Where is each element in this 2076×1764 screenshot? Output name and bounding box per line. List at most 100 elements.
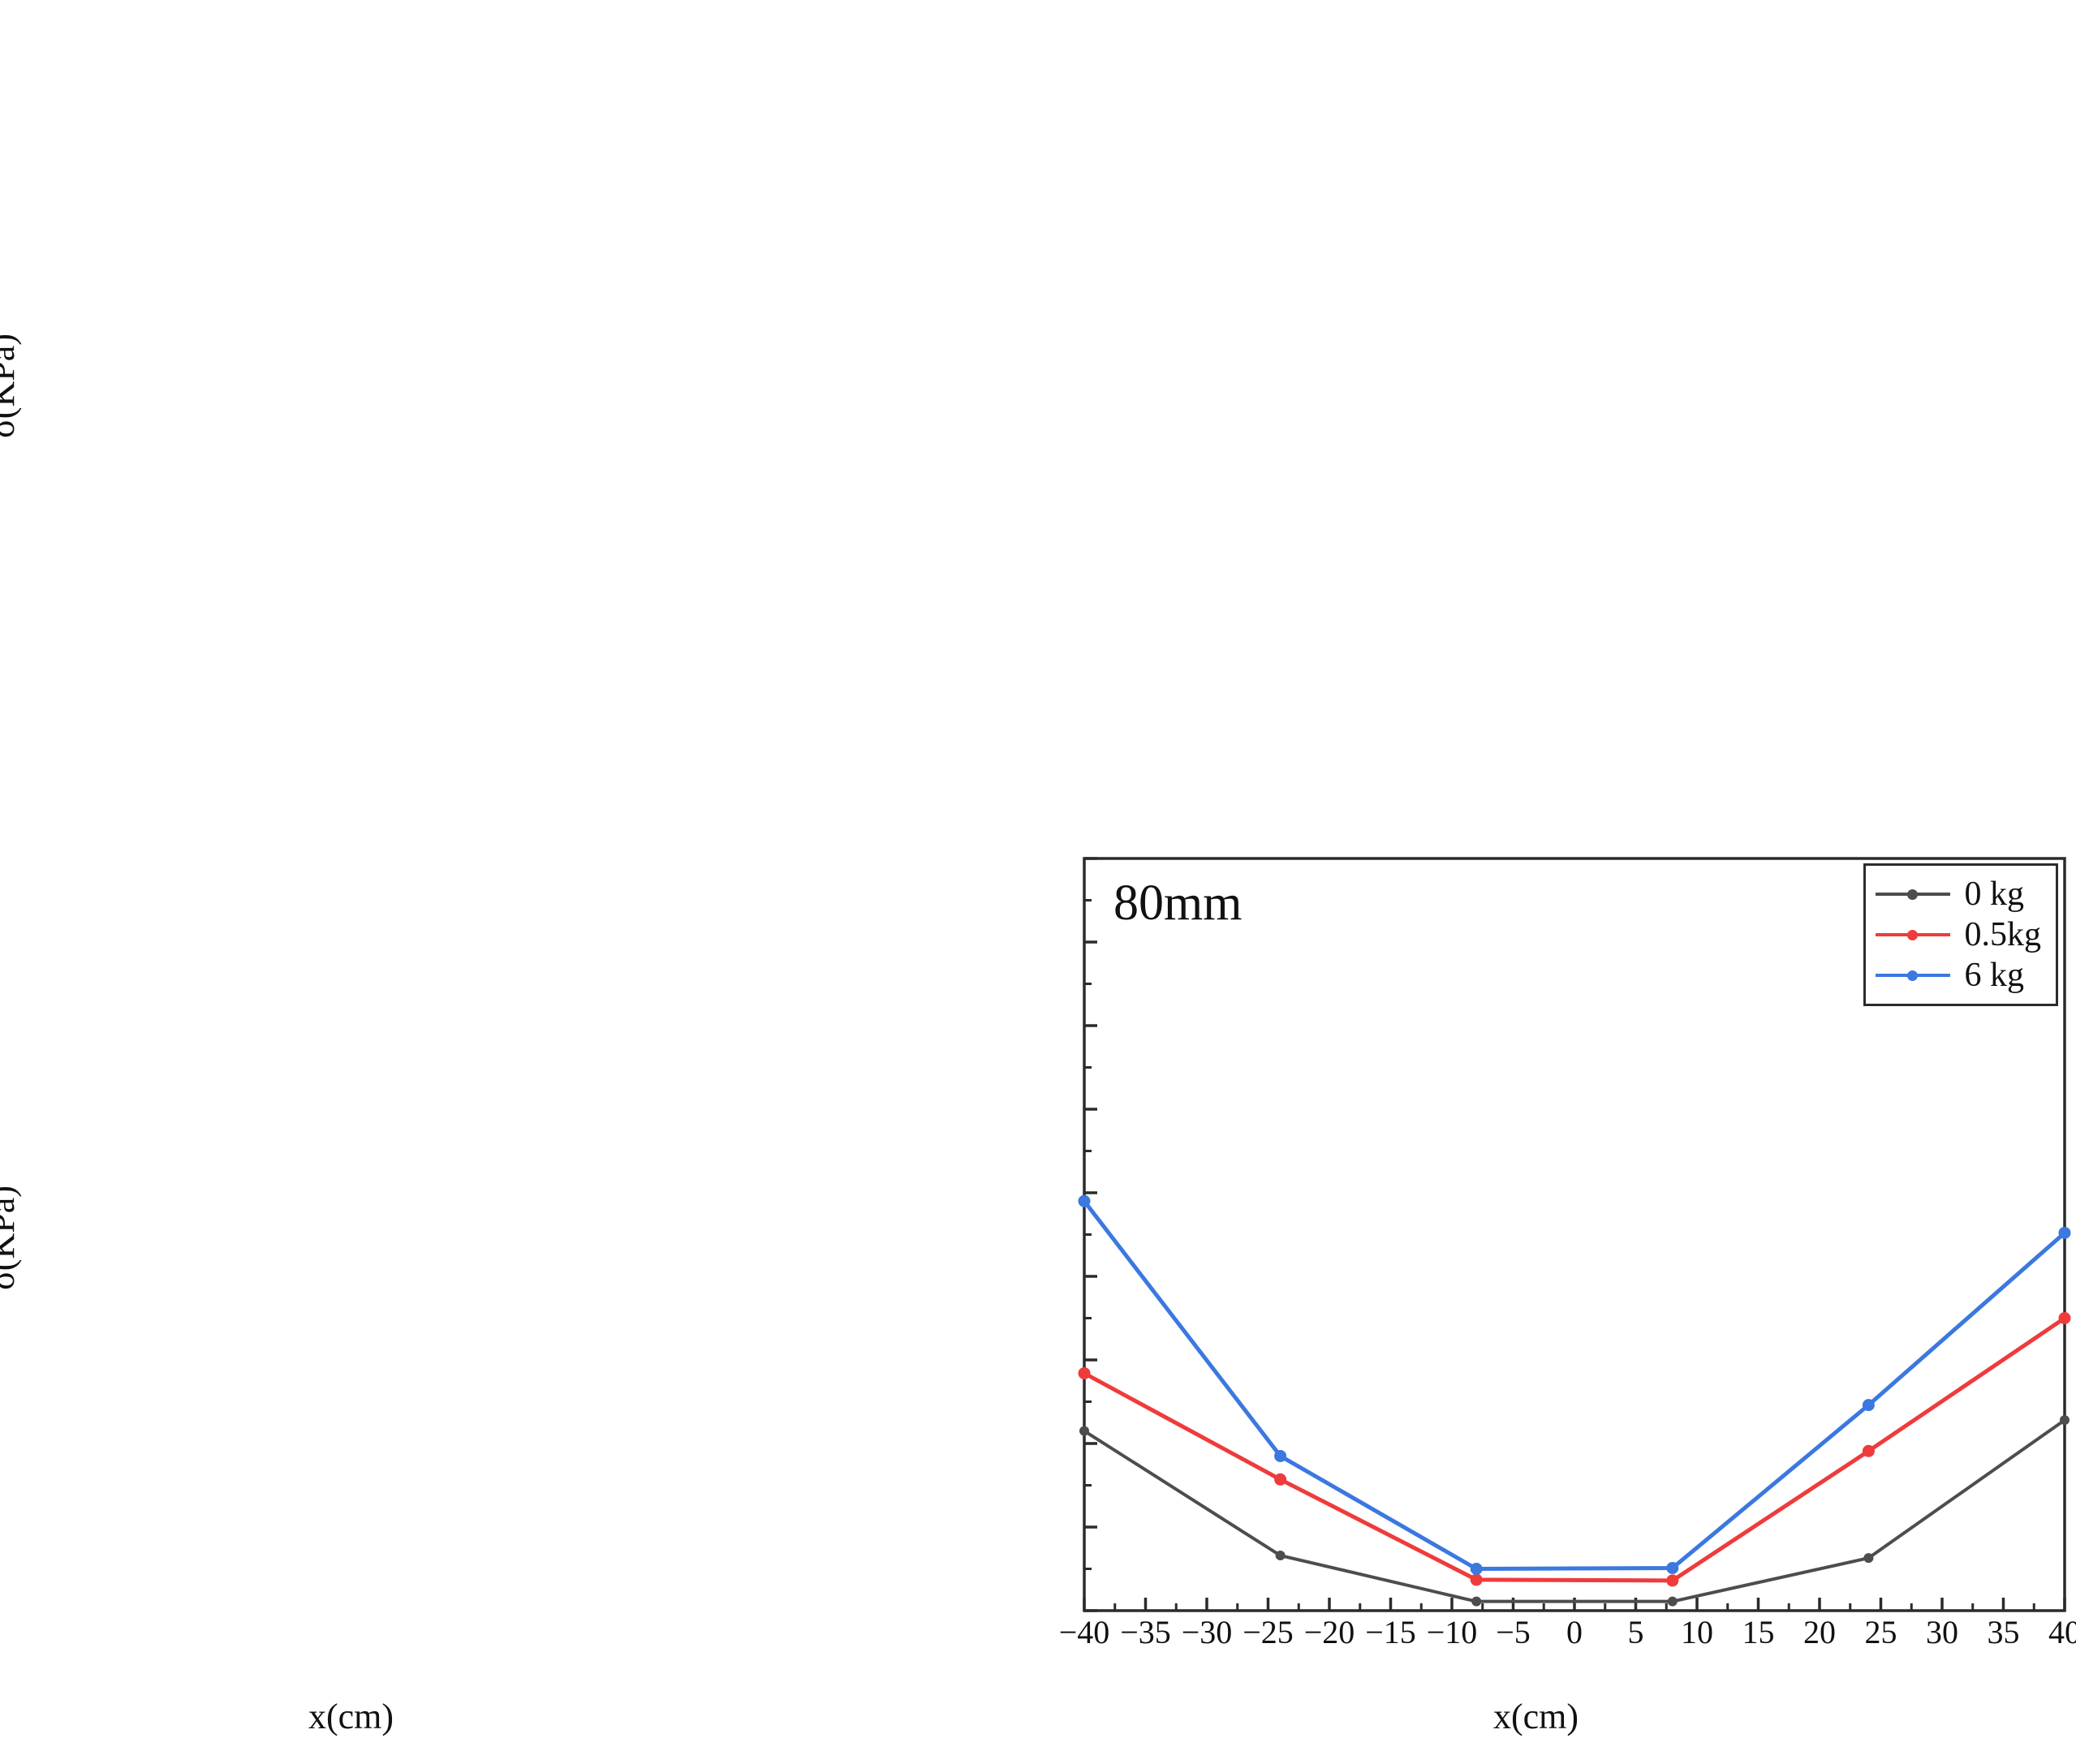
- x-tick-label: 5: [1652, 762, 1669, 798]
- legend-80mm: 0 kg 0.5kg 6 kg: [1863, 863, 2058, 1006]
- series-line-05kg: [61, 383, 657, 725]
- legend-marker: [497, 970, 507, 981]
- y-tick-label: 6: [31, 242, 47, 278]
- data-point: [1078, 1366, 1091, 1379]
- x-tick-label: 40: [2048, 1614, 2076, 1650]
- series-line-05kg: [61, 1338, 657, 1585]
- data-point: [295, 1596, 305, 1607]
- x-tick-label: 20: [1803, 1614, 1836, 1650]
- x-tick-label: 30: [1926, 1614, 1958, 1650]
- data-point: [1276, 523, 1289, 536]
- x-tick-label: 30: [603, 1614, 635, 1650]
- x-tick-label: 15: [528, 762, 561, 798]
- panel-title-80mm: 80mm: [1113, 876, 1243, 931]
- y-axis-label-bottom: σ(KPa): [0, 1185, 22, 1290]
- x-tick-label: −20: [85, 762, 136, 798]
- y-tick-label: 1: [31, 1509, 47, 1546]
- legend-item-s6[interactable]: 6 kg: [1875, 106, 2042, 147]
- data-point: [57, 379, 70, 392]
- legend-item-s0[interactable]: 0 kg: [1875, 25, 2042, 66]
- x-tick-label: 0: [351, 762, 367, 798]
- data-point: [1276, 572, 1289, 585]
- legend-item-s0[interactable]: 0 kg: [1875, 874, 2042, 914]
- y-tick-label: 5: [31, 325, 47, 361]
- x-tick-label: −10: [1377, 762, 1428, 798]
- x-tick-label: −35: [1120, 1614, 1171, 1650]
- panel-title-67mm: 67mm: [91, 876, 220, 931]
- x-tick-label: 25: [560, 1614, 592, 1650]
- data-point: [2060, 500, 2070, 510]
- data-point: [57, 1138, 70, 1151]
- data-point: [528, 1370, 541, 1383]
- x-tick-label: 10: [1681, 1614, 1713, 1650]
- legend-swatch-s0-icon: [1875, 36, 1950, 55]
- y-tick-label: 2: [31, 1426, 47, 1462]
- y-tick-label: 0: [31, 1593, 47, 1629]
- legend-label-s05: 0.5kg: [1964, 67, 2042, 105]
- data-point: [2058, 1226, 2071, 1239]
- x-tick-label: 35: [1988, 1614, 2020, 1650]
- data-point: [1275, 1551, 1286, 1561]
- data-point: [1860, 538, 1873, 551]
- data-point: [648, 456, 661, 469]
- y-tick-label: 8: [31, 75, 47, 112]
- x-tick-label: −15: [147, 762, 198, 798]
- x-tick-label: −25: [1119, 762, 1170, 798]
- x-tick-label: −15: [1365, 1614, 1416, 1650]
- legend-item-s05[interactable]: 0.5kg: [1875, 66, 2042, 106]
- data-point: [1862, 1444, 1875, 1457]
- y-tick-label: 7: [31, 1008, 47, 1044]
- data-point: [648, 1340, 661, 1353]
- legend-item-s0[interactable]: 0 kg: [464, 25, 631, 66]
- series-line-6kg: [1082, 1198, 2067, 1571]
- legend-48mm: 0 kg 0.5kg 6 kg: [452, 15, 648, 157]
- legend-item-s05[interactable]: 0.5kg: [464, 66, 631, 106]
- y-tick-label: 4: [31, 408, 47, 445]
- legend-label-s05: 0.5kg: [1964, 916, 2042, 953]
- legend-label-s6: 6 kg: [553, 108, 614, 145]
- data-point: [293, 679, 306, 692]
- x-tick-label: 10: [429, 1614, 462, 1650]
- legend-label-s6: 6 kg: [553, 957, 614, 994]
- data-point: [528, 1474, 541, 1487]
- data-point: [412, 1597, 423, 1607]
- data-point: [1471, 695, 1484, 708]
- data-point: [1078, 1194, 1091, 1207]
- x-tick-label: 0: [351, 1614, 367, 1650]
- x-tick-label: 5: [394, 1614, 411, 1650]
- data-point: [1665, 691, 1678, 703]
- data-point: [57, 55, 70, 68]
- legend-item-s6[interactable]: 6 kg: [464, 106, 631, 147]
- y-tick-label: 7: [31, 158, 47, 195]
- y-tick-label: 8: [31, 924, 47, 961]
- data-point: [1079, 1426, 1089, 1436]
- data-point: [1473, 743, 1484, 754]
- data-point: [1860, 494, 1873, 507]
- legend-item-s05[interactable]: 0.5kg: [1875, 914, 2042, 955]
- x-tick-label: −30: [1182, 1614, 1233, 1650]
- y-tick-label: 9: [31, 0, 47, 28]
- legend-item-s6[interactable]: 6 kg: [1875, 955, 2042, 996]
- data-point: [1863, 1553, 1874, 1564]
- data-point: [1274, 1473, 1287, 1486]
- x-tick-label: −30: [73, 1614, 124, 1650]
- x-tick-label: 5: [412, 762, 429, 798]
- x-tick-label: −10: [1427, 1614, 1478, 1650]
- y-tick-label: 4: [31, 1258, 47, 1295]
- series-line-05kg: [1082, 1316, 2067, 1583]
- x-tick-label: 10: [1730, 762, 1763, 798]
- x-tick-label: −10: [209, 762, 261, 798]
- y-tick-label: 1: [31, 657, 47, 694]
- legend-item-s6[interactable]: 6 kg: [464, 955, 631, 996]
- legend-item-s0[interactable]: 0 kg: [464, 874, 631, 914]
- data-point: [294, 722, 304, 733]
- data-point: [172, 450, 185, 463]
- series-line-05kg: [1082, 321, 2067, 721]
- legend-item-s05[interactable]: 0.5kg: [464, 914, 631, 955]
- legend-swatch-s6-icon: [1875, 966, 1950, 985]
- legend-marker: [1907, 80, 1918, 92]
